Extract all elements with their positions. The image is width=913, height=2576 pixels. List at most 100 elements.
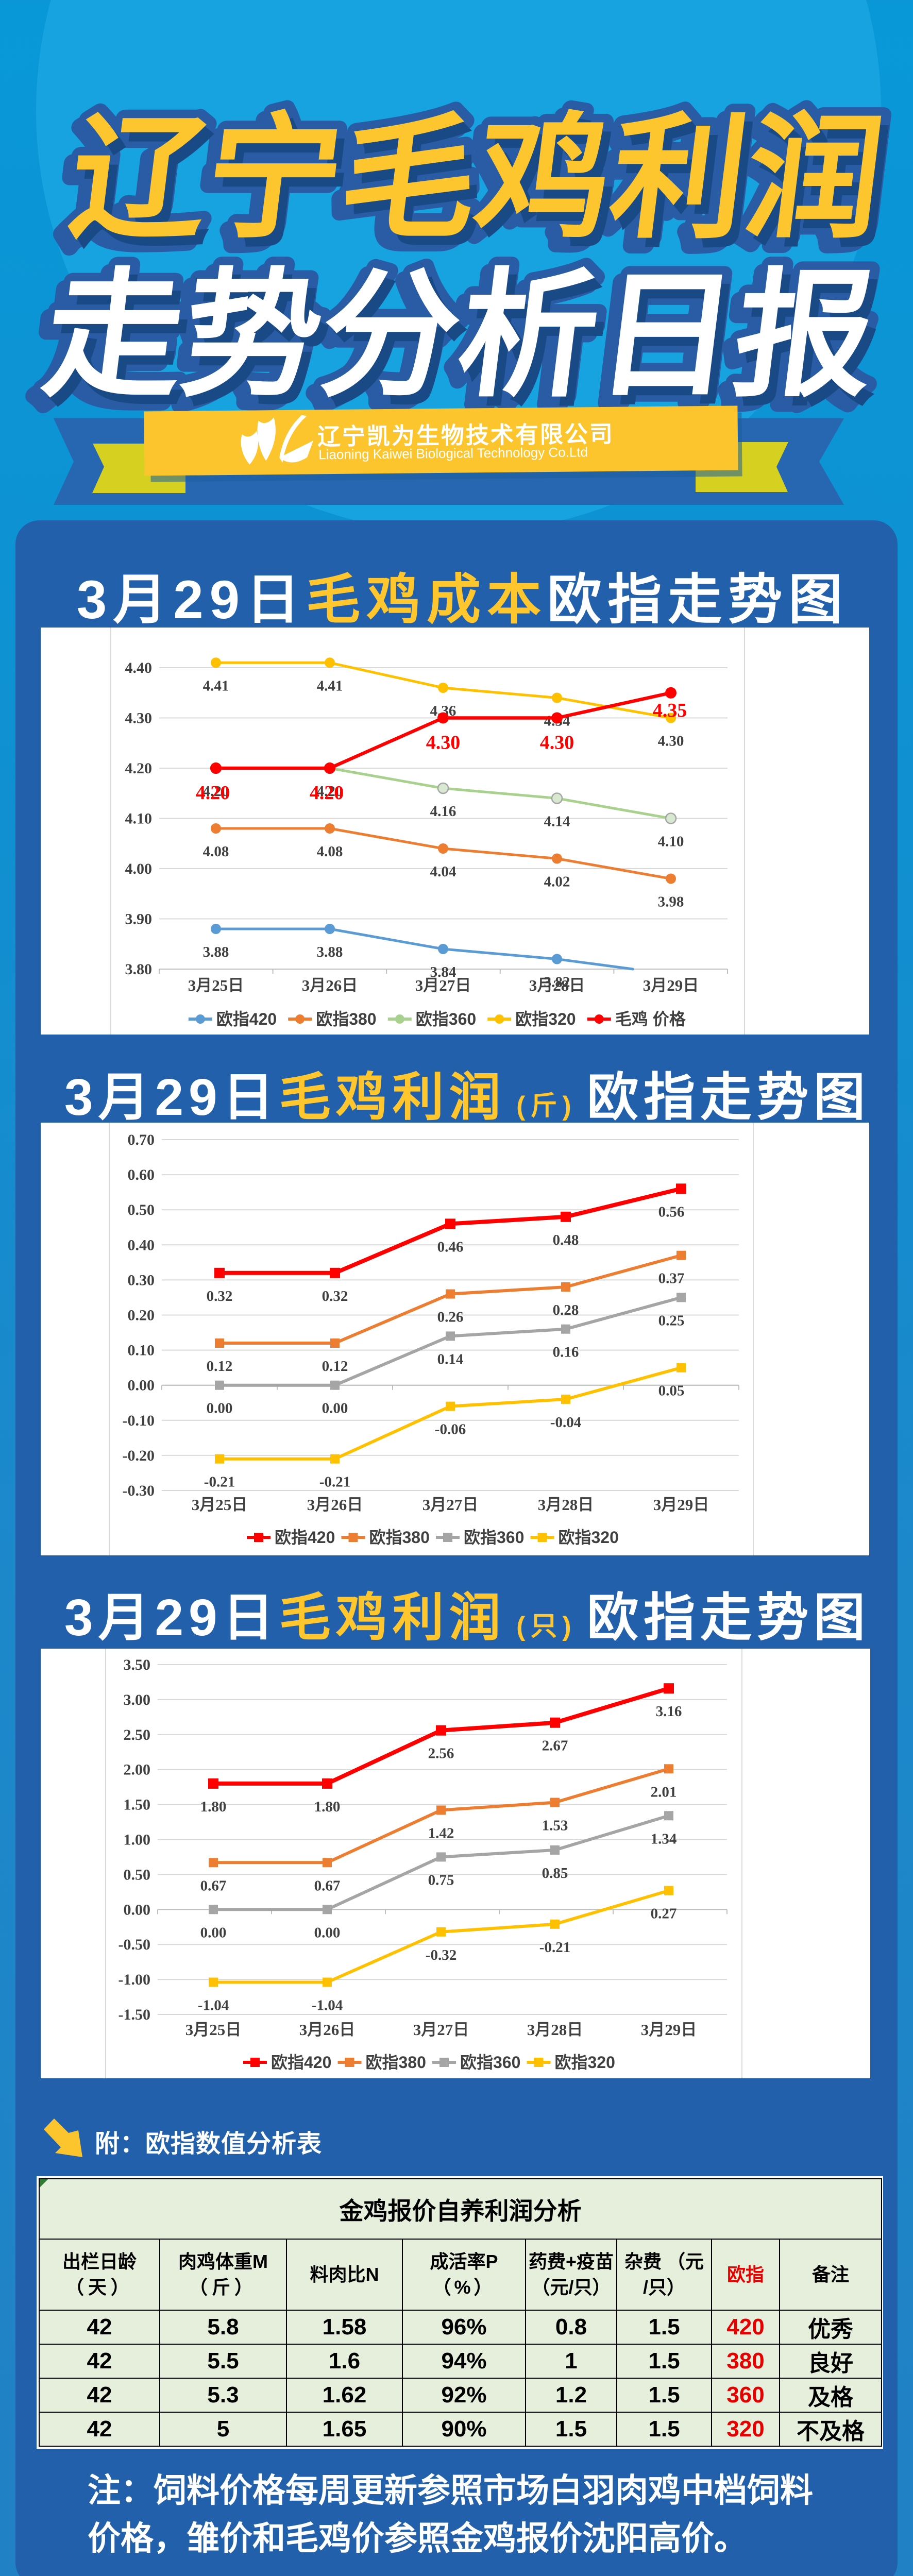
svg-text:0.00: 0.00 [200, 1924, 227, 1941]
svg-text:3月28日: 3月28日 [529, 976, 585, 994]
svg-text:0.05: 0.05 [658, 1383, 685, 1399]
svg-text:0.16: 0.16 [553, 1344, 579, 1361]
svg-text:毛鸡 价格: 毛鸡 价格 [615, 1010, 686, 1028]
svg-text:走势分析日报: 走势分析日报 [38, 259, 885, 413]
svg-text:4.08: 4.08 [317, 843, 343, 860]
svg-text:0.40: 0.40 [128, 1236, 155, 1253]
svg-text:3月28日: 3月28日 [538, 1496, 594, 1514]
svg-text:4.10: 4.10 [658, 834, 684, 850]
svg-text:4.00: 4.00 [125, 860, 153, 877]
svg-text:-0.06: -0.06 [435, 1421, 466, 1438]
svg-text:辽宁毛鸡利润: 辽宁毛鸡利润 [64, 103, 893, 254]
svg-text:3.16: 3.16 [656, 1703, 682, 1720]
svg-text:0.46: 0.46 [437, 1239, 464, 1255]
svg-text:3月25日: 3月25日 [192, 1496, 248, 1514]
svg-text:3月25日: 3月25日 [188, 976, 244, 994]
svg-text:1.80: 1.80 [200, 1799, 227, 1815]
svg-text:0.60: 0.60 [128, 1166, 155, 1183]
svg-text:走势分析日报: 走势分析日报 [36, 259, 884, 413]
svg-text:0.37: 0.37 [658, 1270, 685, 1287]
svg-text:4.20: 4.20 [203, 783, 229, 800]
svg-text:2.01: 2.01 [651, 1784, 677, 1800]
svg-text:0.32: 0.32 [322, 1288, 348, 1304]
svg-text:0.50: 0.50 [128, 1201, 155, 1218]
svg-text:0.75: 0.75 [428, 1872, 454, 1888]
svg-text:3月26日: 3月26日 [299, 2021, 356, 2039]
svg-text:2.50: 2.50 [124, 1726, 151, 1743]
svg-text:辽宁毛鸡利润: 辽宁毛鸡利润 [70, 112, 899, 263]
svg-text:-1.04: -1.04 [312, 1997, 343, 2014]
svg-text:3月26日: 3月26日 [307, 1496, 363, 1514]
svg-text:0.56: 0.56 [658, 1204, 685, 1220]
svg-text:3月26日: 3月26日 [302, 976, 358, 994]
svg-text:0.85: 0.85 [542, 1865, 568, 1882]
svg-text:-0.20: -0.20 [123, 1447, 155, 1464]
svg-text:走势分析日报: 走势分析日报 [43, 268, 891, 422]
svg-text:1.00: 1.00 [124, 1832, 151, 1849]
svg-text:-0.21: -0.21 [539, 1939, 570, 1956]
svg-text:1.42: 1.42 [428, 1825, 454, 1842]
svg-text:3.84: 3.84 [430, 964, 457, 980]
svg-text:2.00: 2.00 [124, 1761, 151, 1778]
svg-text:欧指360: 欧指360 [464, 1528, 524, 1547]
svg-text:4.35: 4.35 [653, 700, 687, 721]
svg-text:3月25日: 3月25日 [185, 2021, 242, 2039]
svg-text:1.50: 1.50 [124, 1797, 151, 1814]
svg-text:4.40: 4.40 [125, 659, 153, 676]
svg-text:4.08: 4.08 [203, 843, 229, 860]
svg-text:3.00: 3.00 [124, 1691, 151, 1708]
svg-text:4.04: 4.04 [430, 863, 457, 880]
svg-text:3.90: 3.90 [125, 911, 153, 928]
svg-text:4.02: 4.02 [544, 874, 570, 890]
svg-text:-1.00: -1.00 [119, 1971, 151, 1988]
svg-text:0.00: 0.00 [128, 1377, 155, 1394]
svg-text:4.30: 4.30 [658, 733, 684, 750]
svg-text:0.20: 0.20 [128, 1307, 155, 1324]
svg-text:4.16: 4.16 [430, 803, 457, 820]
svg-text:4.30: 4.30 [426, 732, 461, 754]
svg-text:3.88: 3.88 [317, 944, 343, 960]
svg-text:欧指320: 欧指320 [559, 1528, 619, 1547]
svg-text:-0.21: -0.21 [204, 1474, 235, 1490]
svg-text:0.00: 0.00 [322, 1400, 348, 1417]
svg-text:-0.10: -0.10 [123, 1412, 155, 1429]
svg-text:走势分析日报: 走势分析日报 [30, 266, 877, 420]
svg-text:辽宁毛鸡利润: 辽宁毛鸡利润 [63, 103, 891, 254]
svg-text:0.00: 0.00 [314, 1924, 341, 1941]
svg-text:0.00: 0.00 [124, 1901, 151, 1918]
svg-text:辽宁毛鸡利润: 辽宁毛鸡利润 [57, 110, 885, 261]
svg-text:0.12: 0.12 [207, 1358, 233, 1375]
svg-text:-0.21: -0.21 [319, 1474, 350, 1490]
svg-text:-1.50: -1.50 [119, 2006, 151, 2023]
svg-text:3月27日: 3月27日 [415, 976, 471, 994]
svg-text:2.67: 2.67 [542, 1738, 568, 1754]
svg-text:0.67: 0.67 [314, 1877, 341, 1894]
svg-text:3月28日: 3月28日 [527, 2021, 583, 2039]
svg-text:3.50: 3.50 [124, 1656, 151, 1673]
svg-text:-0.04: -0.04 [550, 1414, 581, 1431]
svg-text:-0.32: -0.32 [426, 1947, 457, 1963]
svg-text:4.41: 4.41 [203, 677, 229, 694]
svg-text:3月29日: 3月29日 [641, 2021, 697, 2039]
svg-text:0.27: 0.27 [651, 1906, 677, 1922]
svg-text:欧指420: 欧指420 [275, 1528, 335, 1547]
svg-text:4.20: 4.20 [317, 783, 343, 800]
svg-text:0.48: 0.48 [553, 1232, 579, 1248]
svg-text:3月29日: 3月29日 [643, 976, 699, 994]
svg-text:4.20: 4.20 [196, 782, 230, 804]
svg-text:3月27日: 3月27日 [422, 1496, 479, 1514]
svg-text:0.26: 0.26 [437, 1309, 464, 1326]
svg-text:4.30: 4.30 [125, 710, 153, 727]
svg-text:1.53: 1.53 [542, 1818, 568, 1834]
svg-text:0.14: 0.14 [437, 1351, 464, 1367]
svg-text:-0.30: -0.30 [123, 1482, 155, 1499]
svg-text:欧指320: 欧指320 [555, 2053, 615, 2072]
svg-text:3月29日: 3月29日 [653, 1496, 709, 1514]
svg-text:3.82: 3.82 [544, 974, 570, 991]
svg-text:0.00: 0.00 [207, 1400, 233, 1417]
svg-text:3.88: 3.88 [203, 944, 229, 960]
svg-text:欧指420: 欧指420 [271, 2053, 331, 2072]
svg-text:-0.50: -0.50 [119, 1936, 151, 1953]
svg-text:欧指360: 欧指360 [416, 1010, 476, 1028]
svg-text:3.80: 3.80 [125, 961, 153, 978]
